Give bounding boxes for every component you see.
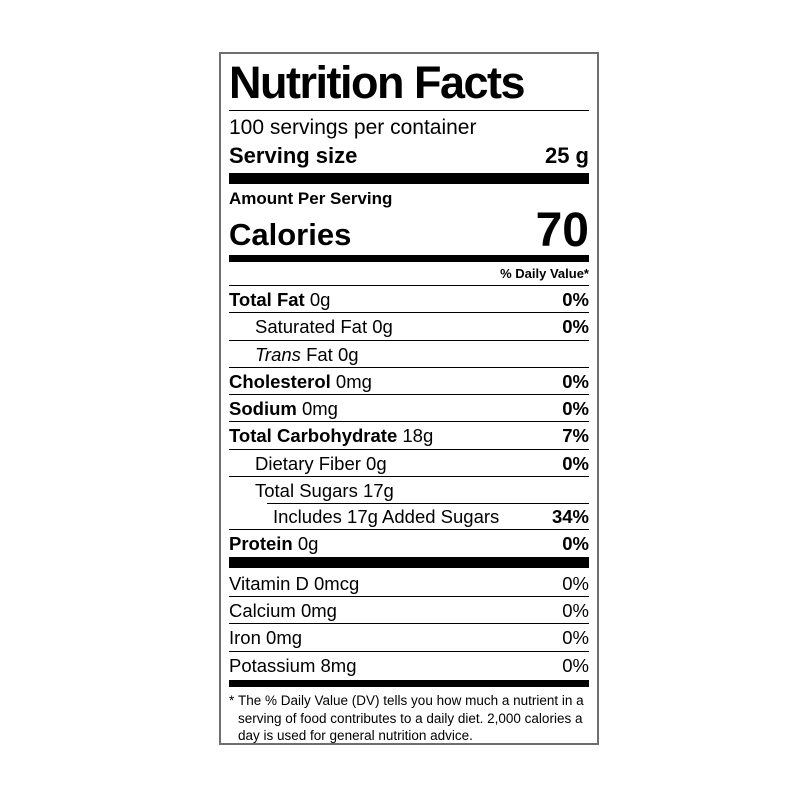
- nutrient-row-trans-fat: Trans Fat 0g: [229, 339, 589, 367]
- medium-bar-above-footnote: [229, 679, 589, 687]
- nutrition-facts-label: Nutrition Facts 100 servings per contain…: [219, 52, 599, 745]
- micronutrient-row-iron: Iron 0mg 0%: [229, 623, 589, 650]
- footnote-text: The % Daily Value (DV) tells you how muc…: [238, 692, 584, 744]
- dv-value: 0%: [562, 316, 589, 338]
- footnote-asterisk: *: [229, 692, 235, 708]
- dv-value: 0%: [562, 654, 589, 676]
- dv-value: 0%: [562, 370, 589, 392]
- micronutrient-row-potassium: Potassium 8mg 0%: [229, 650, 589, 678]
- nutrient-row-dietary-fiber: Dietary Fiber 0g 0%: [229, 448, 589, 476]
- nutrient-row-cholesterol: Cholesterol 0mg 0%: [229, 366, 589, 394]
- label-title: Nutrition Facts: [229, 57, 526, 108]
- dv-value: 0%: [562, 452, 589, 474]
- dv-value: 34%: [551, 506, 589, 528]
- nutrient-row-saturated-fat: Saturated Fat 0g 0%: [229, 312, 589, 339]
- dv-value: 0%: [562, 289, 589, 311]
- nutrient-row-total-fat: Total Fat 0g 0%: [229, 285, 589, 312]
- dv-value: 0%: [562, 398, 589, 420]
- micronutrient-row-vitamin-d: Vitamin D 0mcg 0%: [229, 572, 589, 594]
- dv-value: 0%: [562, 572, 589, 594]
- dv-value: 7%: [562, 425, 589, 447]
- serving-size-row: Serving size 25 g: [229, 141, 589, 173]
- nutrient-row-total-carbohydrate: Total Carbohydrate 18g 7%: [229, 421, 589, 448]
- dv-value: 0%: [562, 533, 589, 555]
- daily-value-header: % Daily Value*: [500, 265, 589, 281]
- thick-bar-under-protein: [229, 556, 589, 568]
- nutrient-row-protein: Protein 0g 0%: [229, 529, 589, 556]
- amount-per-serving-label: Amount Per Serving: [229, 189, 393, 209]
- dv-value: 0%: [562, 600, 589, 622]
- calories-value: 70: [535, 203, 589, 257]
- servings-per-container: 100 servings per container: [229, 115, 477, 139]
- medium-bar-under-calories: [229, 254, 589, 262]
- nutrient-row-sodium: Sodium 0mg 0%: [229, 394, 589, 421]
- nutrient-row-total-sugars: Total Sugars 17g: [229, 475, 589, 503]
- micronutrient-row-calcium: Calcium 0mg 0%: [229, 596, 589, 623]
- thick-bar-top: [229, 173, 589, 185]
- dv-value: 0%: [562, 627, 589, 649]
- calories-label: Calories: [229, 217, 352, 253]
- calories-row: Calories 70: [229, 203, 589, 257]
- nutrient-row-added-sugars: Includes 17g Added Sugars 34%: [229, 503, 589, 529]
- divider-under-title: [229, 109, 589, 111]
- serving-size-value: 25 g: [544, 142, 589, 168]
- serving-size-label: Serving size: [229, 142, 358, 168]
- footnote: * The % Daily Value (DV) tells you how m…: [229, 687, 589, 744]
